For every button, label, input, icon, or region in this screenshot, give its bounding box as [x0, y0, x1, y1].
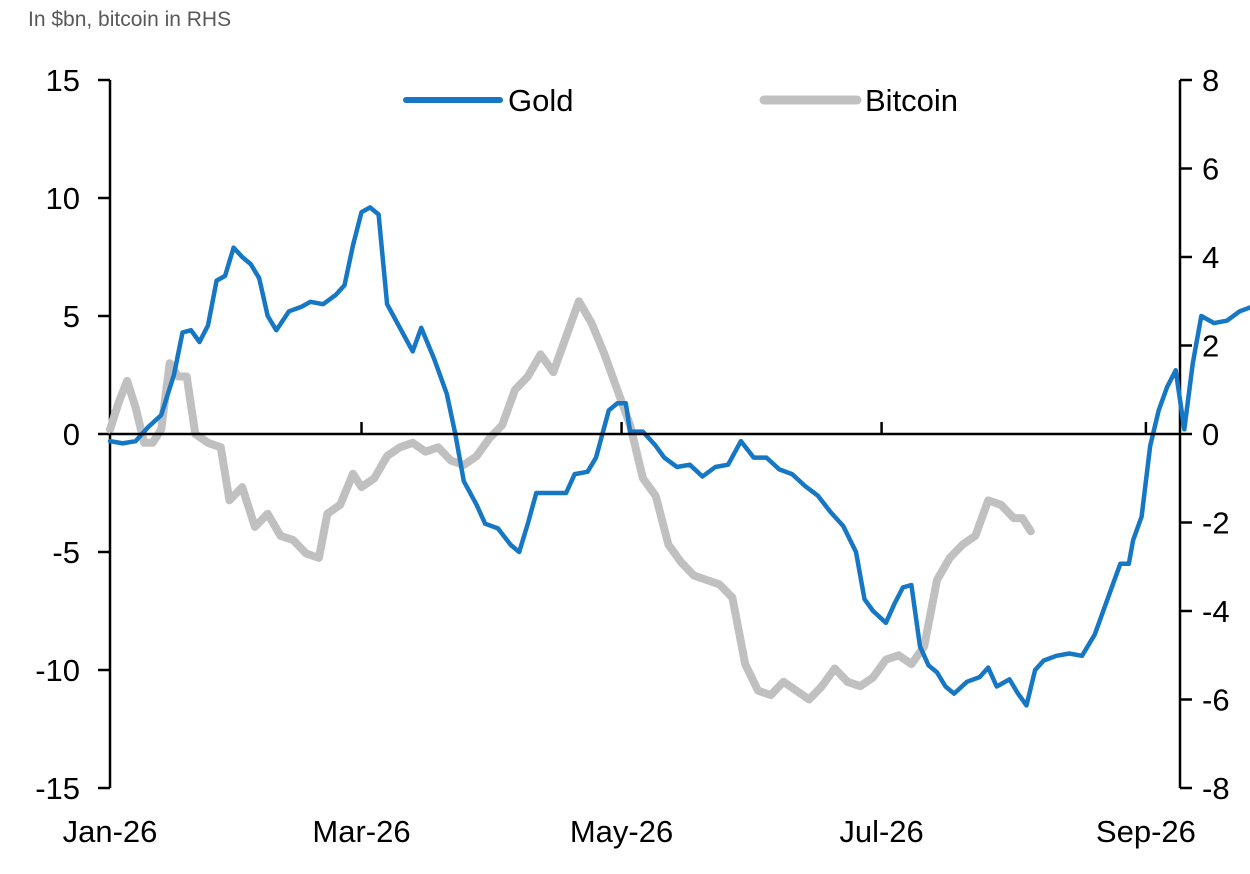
right-tick-label: 4 — [1202, 240, 1219, 275]
chart-subtitle: In $bn, bitcoin in RHS — [28, 8, 232, 31]
right-tick-label: 8 — [1202, 63, 1219, 98]
gold-line — [107, 205, 1250, 708]
left-tick-label: -5 — [52, 535, 80, 570]
left-tick-label: 15 — [46, 63, 80, 98]
right-tick-label: -2 — [1202, 506, 1230, 541]
left-tick-label: 5 — [63, 299, 80, 334]
right-tick-label: 2 — [1202, 329, 1219, 364]
right-tick-label: 0 — [1202, 417, 1219, 452]
x-tick-label: May-26 — [570, 814, 673, 849]
x-tick-label: Mar-26 — [312, 814, 410, 849]
right-tick-label: 6 — [1202, 152, 1219, 187]
left-tick-label: 10 — [46, 181, 80, 216]
left-tick-label: -10 — [35, 653, 80, 688]
right-tick-label: -8 — [1202, 771, 1230, 806]
right-tick-label: -6 — [1202, 683, 1230, 718]
x-tick-label: Jul-26 — [839, 814, 923, 849]
left-tick-label: 0 — [63, 417, 80, 452]
x-tick-label: Jan-26 — [63, 814, 158, 849]
left-tick-label: -15 — [35, 771, 80, 806]
series-lines — [106, 205, 1250, 708]
bitcoin-line — [106, 297, 1035, 704]
axes: -15 -10 -5 0 5 10 15 -8 -6 -4 -2 0 2 4 6 8 Jan-26 Mar-26 M… — [35, 63, 1229, 849]
legend-label-bitcoin: Bitcoin — [865, 83, 958, 118]
x-tick-label: Sep-26 — [1096, 814, 1196, 849]
legend: Gold Bitcoin — [403, 83, 958, 118]
right-tick-label: -4 — [1202, 594, 1230, 629]
legend-label-gold: Gold — [508, 83, 573, 118]
